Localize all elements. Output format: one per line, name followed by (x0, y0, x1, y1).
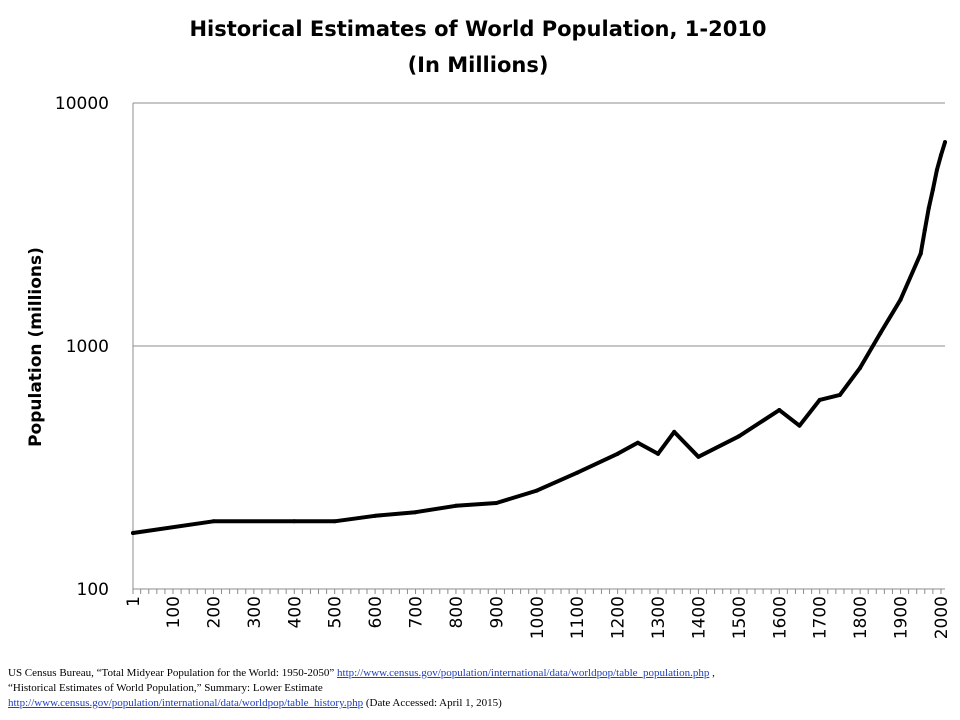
data-point (797, 423, 802, 428)
data-point (131, 531, 135, 536)
data-point (696, 454, 701, 459)
source-line-1: US Census Bureau, “Total Midyear Populat… (8, 666, 953, 681)
x-tick-label: 900 (487, 596, 507, 628)
source-link-population[interactable]: http://www.census.gov/population/interna… (337, 667, 710, 679)
x-tick-label: 1600 (770, 596, 790, 639)
source-line-1-text: US Census Bureau, “Total Midyear Populat… (8, 667, 338, 679)
data-point (656, 451, 661, 456)
data-point (777, 408, 782, 413)
x-tick-label: 800 (447, 596, 467, 628)
data-point (934, 168, 939, 173)
source-line-3: http://www.census.gov/population/interna… (8, 696, 953, 711)
x-tick-label: 400 (285, 596, 305, 628)
data-point (494, 500, 499, 505)
source-line-2-text: “Historical Estimates of World Populatio… (8, 682, 323, 694)
x-tick-label: 1500 (730, 596, 750, 639)
axes (132, 103, 945, 594)
data-point (943, 140, 947, 145)
x-tick-label: 1100 (568, 596, 588, 639)
data-point (930, 187, 935, 192)
data-point (858, 365, 863, 370)
x-tick-label: 100 (164, 596, 184, 628)
data-point (736, 434, 741, 439)
x-tick-label: 1 (124, 596, 144, 607)
x-tick-labels: 1 100 200 300 400 500 600 700 800 900 1000 1100 1200… (124, 596, 952, 639)
y-tick-labels: 100 1000 10000 (55, 94, 109, 600)
x-tick-label: 1200 (609, 596, 629, 639)
y-tick-label: 10000 (55, 94, 109, 114)
series (131, 140, 947, 536)
source-line-3-text: (Date Accessed: April 1, 2015) (363, 697, 502, 709)
x-tick-label: 1700 (811, 596, 831, 639)
data-point (837, 392, 842, 397)
data-point (878, 331, 883, 336)
y-axis-label: Population (millions) (26, 247, 46, 447)
data-point (453, 503, 458, 508)
x-tick-label: 300 (245, 596, 265, 628)
data-point (635, 440, 640, 445)
source-line-1-end: , (709, 667, 715, 679)
data-point (817, 397, 822, 402)
x-tick-label: 700 (407, 596, 427, 628)
data-point (211, 519, 216, 524)
chart-title: Historical Estimates of World Population… (189, 17, 766, 41)
data-point (615, 451, 620, 456)
x-tick-label: 600 (366, 596, 386, 628)
data-point (575, 470, 580, 475)
chart-subtitle: (In Millions) (408, 53, 549, 77)
x-tick-label: 2000 (932, 596, 952, 639)
gridlines (133, 102, 945, 347)
data-point (292, 519, 297, 524)
x-tick-label: 1800 (851, 596, 871, 639)
x-tick-label: 500 (326, 596, 346, 628)
data-point (373, 513, 378, 518)
source-note: US Census Bureau, “Total Midyear Populat… (8, 666, 953, 711)
x-tick-label: 200 (204, 596, 224, 628)
chart-area: 100 1000 10000 1 100 200 300 400 500 600 700 800 90… (26, 17, 952, 639)
data-point (534, 488, 539, 493)
data-point (938, 153, 943, 158)
data-point (922, 228, 927, 233)
data-point (413, 510, 418, 515)
y-tick-label: 1000 (66, 337, 109, 357)
data-point (898, 297, 903, 302)
x-tick-label: 1900 (892, 596, 912, 639)
data-point (926, 205, 931, 210)
source-link-history[interactable]: http://www.census.gov/population/interna… (8, 697, 364, 709)
x-tick-label: 1000 (528, 596, 548, 639)
series-line-world-population (131, 140, 947, 535)
data-point (918, 251, 923, 256)
data-point (332, 519, 337, 524)
x-tick-label: 1400 (689, 596, 709, 639)
data-point (672, 429, 677, 434)
y-tick-label: 100 (77, 580, 109, 600)
x-tick-label: 1300 (649, 596, 669, 639)
source-line-2: “Historical Estimates of World Populatio… (8, 681, 953, 696)
